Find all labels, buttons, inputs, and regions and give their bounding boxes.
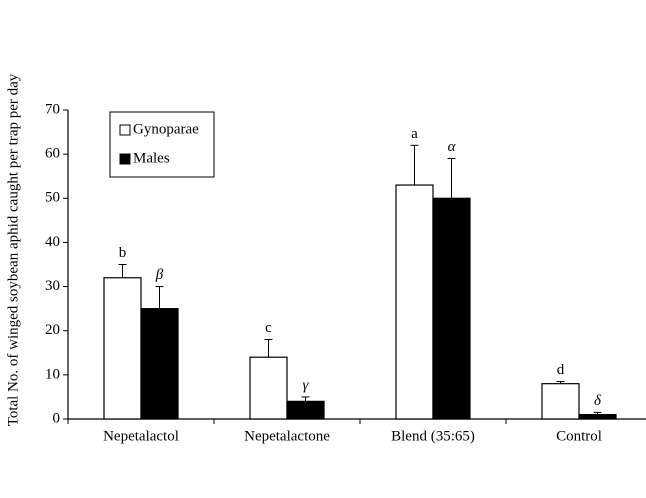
y-tick-label: 40 <box>45 234 60 250</box>
error-bar <box>410 144 419 186</box>
legend-label: Gynoparae <box>133 121 199 137</box>
x-tick-label: Control <box>556 428 602 444</box>
bar <box>432 197 471 420</box>
bar <box>286 400 325 420</box>
y-tick-label: 0 <box>53 410 61 426</box>
y-tick-label: 30 <box>45 278 60 294</box>
significance-letter: d <box>557 362 565 378</box>
bar <box>103 277 142 420</box>
error-bar <box>155 286 164 309</box>
x-tick-label: Blend (35:65) <box>391 428 475 444</box>
significance-letter: a <box>411 126 418 142</box>
y-tick-label: 20 <box>45 322 60 338</box>
significance-letter: c <box>265 320 272 336</box>
y-tick-label: 70 <box>45 101 60 117</box>
bar <box>249 356 288 420</box>
error-bar <box>593 411 602 415</box>
bar <box>541 383 580 420</box>
bar <box>140 308 179 420</box>
significance-letter: b <box>119 245 127 261</box>
bar <box>578 413 617 420</box>
error-bar <box>447 158 456 199</box>
y-axis-label: Total No. of winged soybean aphid caught… <box>5 73 21 426</box>
error-bar <box>556 380 565 384</box>
legend-box <box>109 111 215 178</box>
error-bar <box>118 264 127 278</box>
error-bar <box>301 396 310 402</box>
significance-letter: γ <box>303 377 310 393</box>
x-tick-label: Nepetalactol <box>103 428 179 444</box>
legend-swatch <box>119 153 131 165</box>
legend-swatch <box>119 124 131 136</box>
y-tick-label: 50 <box>45 190 60 206</box>
significance-letter: α <box>448 139 457 155</box>
y-tick-label: 60 <box>45 146 60 162</box>
legend-label: Males <box>133 150 170 166</box>
significance-letter: β <box>155 267 164 283</box>
error-bar <box>264 339 273 358</box>
significance-letter: δ <box>594 393 602 409</box>
x-tick-label: Nepetalactone <box>244 428 330 444</box>
y-tick-label: 10 <box>45 366 60 382</box>
bar <box>395 184 434 420</box>
